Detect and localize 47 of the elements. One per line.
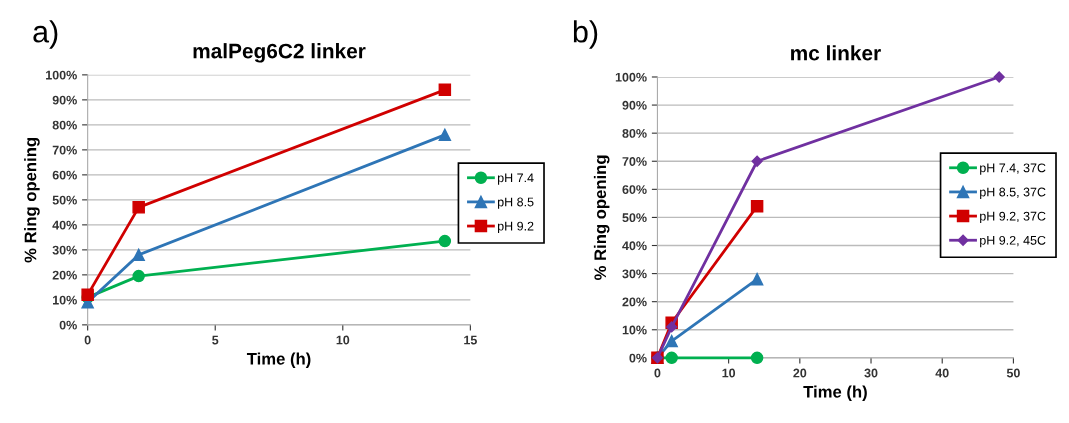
x-tick-label: 20 bbox=[793, 368, 807, 378]
y-tick-label: 40% bbox=[52, 220, 77, 230]
x-axis-title: Time (h) bbox=[246, 352, 311, 369]
y-tick-label: 80% bbox=[52, 120, 77, 130]
y-tick-label: 30% bbox=[622, 269, 647, 279]
x-tick-label: 15 bbox=[464, 335, 477, 345]
y-tick-label: 60% bbox=[622, 185, 647, 194]
y-tick-label: 50% bbox=[52, 195, 77, 205]
x-tick-label: 30 bbox=[864, 368, 878, 378]
y-tick-label: 70% bbox=[622, 157, 647, 166]
legend-label: pH 9.2, 37C bbox=[980, 211, 1046, 224]
x-tick-label: 10 bbox=[336, 335, 350, 345]
y-tick-label: 50% bbox=[622, 213, 647, 223]
y-tick-label: 0% bbox=[59, 320, 77, 330]
x-tick-label: 5 bbox=[212, 335, 219, 345]
legend-label: pH 7.4 bbox=[497, 173, 534, 185]
legend-label: pH 9.2 bbox=[497, 221, 534, 234]
y-tick-label: 70% bbox=[52, 145, 77, 155]
legend-label: pH 7.4, 37C bbox=[980, 163, 1046, 175]
y-tick-label: 40% bbox=[622, 241, 647, 251]
y-tick-label: 90% bbox=[52, 95, 77, 105]
x-tick-label: 0 bbox=[654, 368, 661, 378]
y-tick-label: 90% bbox=[622, 100, 647, 110]
y-tick-label: 60% bbox=[52, 170, 77, 180]
y-axis-title: % Ring opening bbox=[24, 138, 40, 263]
legend-label: pH 9.2, 45C bbox=[980, 235, 1046, 248]
chart-title: mc linker bbox=[791, 45, 881, 61]
x-tick-label: 50 bbox=[1006, 368, 1020, 378]
x-tick-label: 40 bbox=[935, 368, 949, 378]
y-axis-title: % Ring opening bbox=[593, 155, 610, 280]
x-tick-label: 0 bbox=[84, 335, 91, 345]
y-tick-label: 100% bbox=[46, 70, 77, 80]
y-tick-label: 10% bbox=[53, 295, 77, 305]
legend-label: pH 8.5, 37C bbox=[980, 187, 1046, 199]
y-tick-label: 0% bbox=[629, 353, 647, 363]
chart-title: malPeg6C2 linker bbox=[193, 43, 366, 63]
y-tick-label: 20% bbox=[622, 297, 647, 307]
text: b) bbox=[573, 20, 598, 49]
x-tick-label: 10 bbox=[722, 368, 736, 378]
y-tick-label: 80% bbox=[622, 128, 647, 138]
y-tick-label: 20% bbox=[52, 270, 77, 280]
y-tick-label: 30% bbox=[52, 245, 77, 255]
y-tick-label: 100% bbox=[615, 72, 647, 82]
text: a) bbox=[33, 20, 58, 49]
legend-label: pH 8.5 bbox=[497, 197, 534, 209]
x-axis-title: Time (h) bbox=[803, 385, 867, 402]
y-tick-label: 10% bbox=[622, 325, 647, 335]
